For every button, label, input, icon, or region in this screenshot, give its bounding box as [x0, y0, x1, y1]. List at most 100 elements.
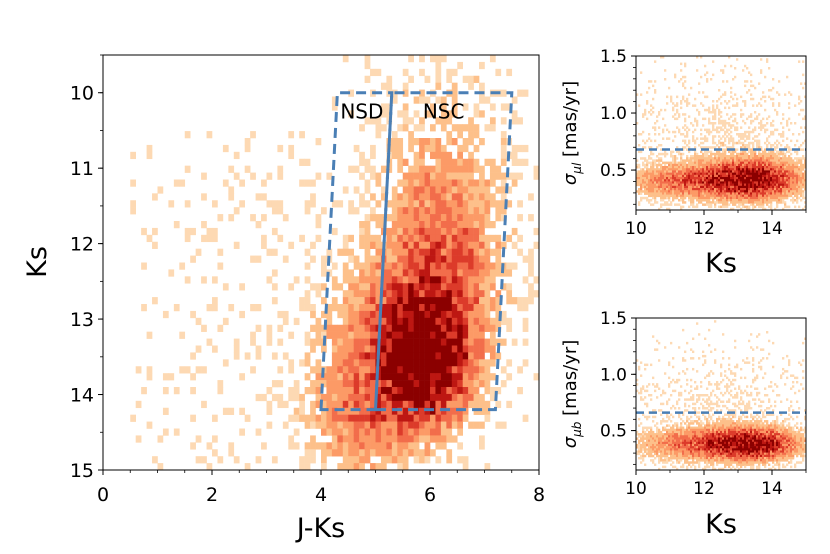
heatmap-cell [473, 297, 480, 305]
heatmap-cell [716, 166, 719, 169]
heatmap-cell [736, 133, 739, 136]
heatmap-cell [654, 439, 657, 443]
heatmap-cell [528, 269, 534, 277]
heatmap-cell [730, 137, 733, 140]
heatmap-cell [337, 463, 344, 471]
heatmap-cell [686, 378, 689, 382]
heatmap-cell [790, 172, 793, 176]
heatmap-cell [732, 190, 735, 193]
heatmap-cell [712, 185, 715, 189]
heatmap-cell [768, 150, 771, 154]
heatmap-cell [732, 113, 735, 116]
heatmap-cell [157, 435, 164, 443]
y-tick-label: 11 [70, 158, 94, 180]
heatmap-cell [694, 166, 697, 169]
heatmap-cell [636, 450, 639, 453]
heatmap-cell [674, 188, 677, 191]
heatmap-cell [435, 207, 442, 215]
heatmap-cell [764, 196, 767, 200]
heatmap-cell [500, 366, 507, 374]
heatmap-cell [331, 449, 338, 457]
heatmap-cell [386, 387, 393, 395]
heatmap-cell [342, 55, 349, 63]
heatmap-cell [304, 200, 311, 208]
heatmap-cell [794, 174, 797, 178]
heatmap-cell [304, 442, 311, 450]
heatmap-cell [696, 124, 699, 127]
heatmap-cell [764, 75, 767, 79]
heatmap-cell [778, 80, 781, 83]
heatmap-cell [321, 380, 327, 388]
heatmap-cell [790, 183, 793, 187]
heatmap-cell [457, 428, 463, 436]
heatmap-cell [310, 310, 316, 319]
heatmap-cell [391, 435, 398, 443]
heatmap-cell [489, 234, 496, 243]
heatmap-cell [782, 188, 785, 191]
heatmap-cell [473, 407, 480, 415]
heatmap-cell [648, 177, 651, 180]
heatmap-cell [742, 133, 745, 136]
heatmap-cell [451, 200, 458, 208]
heatmap-cell [636, 159, 639, 162]
heatmap-cell [742, 113, 745, 116]
heatmap-cell [726, 179, 729, 182]
heatmap-cell [380, 186, 387, 194]
heatmap-cell [678, 430, 681, 434]
heatmap-cell [782, 133, 785, 136]
heatmap-cell [678, 128, 681, 132]
heatmap-cell [670, 181, 673, 184]
heatmap-cell [666, 446, 669, 449]
heatmap-cell [758, 133, 761, 136]
heatmap-cell [430, 283, 436, 291]
heatmap-cell [364, 407, 371, 415]
heatmap-cell [310, 338, 316, 346]
heatmap-cell [391, 366, 398, 374]
heatmap-cell [760, 104, 763, 107]
heatmap-cell [430, 193, 436, 201]
heatmap-cell [686, 155, 689, 158]
heatmap-cell [680, 181, 683, 184]
heatmap-cell [664, 203, 667, 206]
heatmap-cell [359, 407, 365, 415]
heatmap-cell [419, 158, 425, 166]
heatmap-cell [724, 106, 727, 110]
heatmap-cell [700, 168, 703, 171]
heatmap-cell [740, 170, 743, 173]
heatmap-cell [337, 331, 344, 339]
heatmap-cell [684, 389, 687, 393]
heatmap-cell [402, 366, 409, 374]
heatmap-cell [772, 144, 775, 147]
heatmap-cell [402, 89, 409, 97]
heatmap-cell [794, 177, 797, 180]
heatmap-cell [718, 159, 721, 162]
heatmap-cell [762, 172, 765, 176]
heatmap-cell [680, 426, 683, 430]
heatmap-cell [682, 97, 685, 101]
heatmap-cell [678, 115, 681, 118]
heatmap-cell [782, 170, 785, 173]
heatmap-cell [397, 158, 404, 166]
heatmap-cell [772, 183, 775, 187]
heatmap-cell [700, 188, 703, 191]
heatmap-cell [768, 172, 771, 176]
heatmap-cell [650, 426, 653, 430]
heatmap-cell [364, 421, 371, 429]
heatmap-cell [802, 163, 805, 167]
heatmap-cell [756, 185, 759, 189]
heatmap-cell [658, 133, 661, 136]
heatmap-cell [704, 128, 707, 132]
heatmap-cell [489, 124, 496, 132]
heatmap-cell [424, 317, 431, 326]
heatmap-cell [672, 163, 675, 167]
heatmap-cell [746, 192, 749, 195]
heatmap-cell [660, 108, 663, 112]
heatmap-cell [766, 177, 769, 180]
heatmap-cell [419, 338, 425, 346]
heatmap-cell [391, 214, 398, 222]
heatmap-cell [654, 174, 657, 178]
heatmap-cell [672, 185, 675, 189]
heatmap-cell [766, 181, 769, 184]
heatmap-cell [738, 205, 741, 209]
heatmap-cell [430, 172, 436, 180]
